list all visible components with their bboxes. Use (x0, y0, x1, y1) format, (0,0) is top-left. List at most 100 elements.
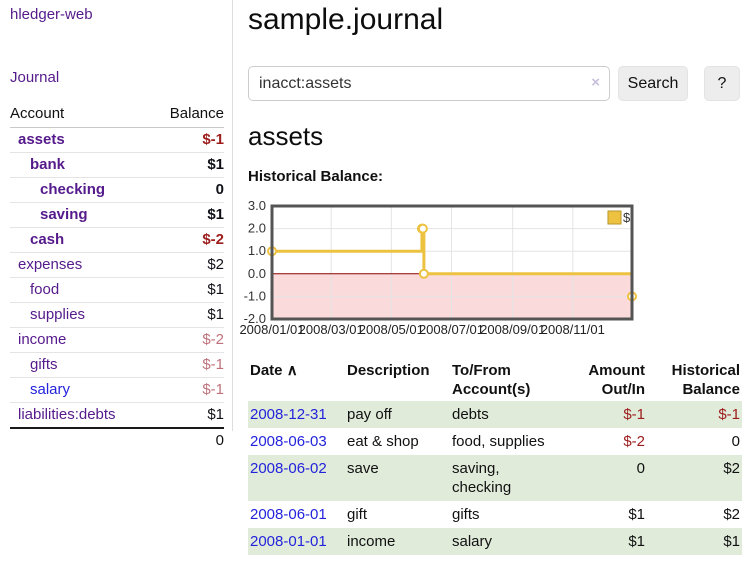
register-date-link[interactable]: 2008-06-01 (250, 506, 327, 523)
register-table: Date ∧ Description To/From Account(s) Am… (248, 359, 742, 555)
register-balance-cell: $2 (723, 460, 740, 477)
sidebar-account-cell: saving (10, 202, 150, 228)
register-col-description: Description (347, 362, 430, 379)
sidebar-account-balance: $-2 (149, 227, 224, 253)
sidebar-account-cell: liabilities:debts (10, 402, 150, 429)
sidebar-account-row: gifts $-1 (10, 352, 224, 378)
sidebar-account-link[interactable]: liabilities:debts (18, 406, 116, 423)
register-col-date[interactable]: Date ∧ (248, 359, 345, 401)
sidebar-account-balance: $1 (149, 402, 224, 429)
sidebar-account-cell: bank (10, 152, 150, 178)
sidebar-account-cell: expenses (10, 252, 150, 278)
sidebar-account-balance: $2 (149, 252, 224, 278)
register-balance-cell: $2 (723, 506, 740, 523)
register-description-cell: eat & shop (347, 433, 419, 450)
register-date-link[interactable]: 2008-06-02 (250, 460, 327, 477)
sidebar-account-balance: $1 (149, 202, 224, 228)
sidebar-account-link[interactable]: checking (40, 181, 106, 198)
sidebar-account-cell: food (10, 277, 150, 303)
sidebar-account-cell: supplies (10, 302, 150, 328)
sidebar-account-cell: assets (10, 127, 150, 153)
sidebar-account-balance: $-1 (149, 352, 224, 378)
register-row: 2008-01-01 income salary $1 $1 (248, 528, 742, 555)
register-balance-cell: $1 (723, 533, 740, 550)
register-balance-cell: 0 (731, 433, 740, 450)
sidebar-item-journal[interactable]: Journal (10, 69, 60, 86)
sidebar-account-row: bank $1 (10, 152, 224, 178)
register-date-link[interactable]: 2008-01-01 (250, 533, 327, 550)
sidebar-account-cell: cash (10, 227, 150, 253)
sidebar-account-link[interactable]: cash (30, 231, 65, 248)
sidebar-account-row: supplies $1 (10, 302, 224, 328)
register-accounts-cell: debts (452, 406, 489, 423)
sidebar-account-balance: 0 (149, 177, 224, 203)
help-button[interactable]: ? (704, 66, 740, 101)
search-input[interactable] (248, 66, 610, 101)
accounts-total-value: 0 (215, 432, 224, 449)
register-balance-cell: $-1 (718, 406, 740, 423)
search-button[interactable]: Search (618, 66, 688, 101)
register-row: 2008-06-03 eat & shop food, supplies $-2… (248, 428, 742, 455)
svg-text:2008/05/01: 2008/05/01 (359, 322, 424, 337)
register-date-link[interactable]: 2008-06-03 (250, 433, 327, 450)
register-col-accounts: To/From Account(s) (450, 359, 560, 401)
register-description-cell: income (347, 533, 396, 550)
register-row: 2008-12-31 pay off debts $-1 $-1 (248, 401, 742, 428)
register-col-balance: Historical Balance (647, 359, 742, 401)
sidebar-account-link[interactable]: assets (18, 131, 65, 148)
svg-text:2008/01/01: 2008/01/01 (239, 322, 304, 337)
sidebar-account-cell: income (10, 327, 150, 353)
register-description-cell: pay off (347, 406, 392, 423)
sidebar-account-link[interactable]: saving (40, 206, 88, 223)
sidebar-account-row: liabilities:debts $1 (10, 402, 224, 429)
register-accounts-cell: gifts (452, 506, 480, 523)
svg-text:-2.0: -2.0 (244, 311, 266, 326)
clear-search-icon[interactable]: × (591, 74, 600, 91)
svg-text:0.0: 0.0 (248, 266, 266, 281)
app-title-link[interactable]: hledger-web (10, 6, 93, 23)
sidebar-account-link[interactable]: salary (30, 381, 71, 398)
main-content: sample.journal × Search ? assets Histori… (239, 0, 742, 555)
register-col-amount-line1: Amount (588, 362, 645, 379)
sidebar-account-row: expenses $2 (10, 252, 224, 278)
search-form: × Search ? (248, 66, 742, 101)
register-col-date-label: Date (250, 362, 283, 379)
sidebar-account-link[interactable]: food (30, 281, 60, 298)
sidebar-account-balance: $1 (149, 277, 224, 303)
sidebar-account-balance: $-1 (149, 377, 224, 403)
svg-text:1.0: 1.0 (248, 243, 266, 258)
sidebar-account-row: food $1 (10, 277, 224, 303)
sidebar-account-balance: $-1 (149, 127, 224, 153)
register-col-balance-line2: Balance (682, 381, 740, 398)
sidebar-account-link[interactable]: gifts (30, 356, 58, 373)
register-description-cell: save (347, 460, 379, 477)
register-col-amount-line2: Out/In (601, 381, 645, 398)
register-col-amount: Amount Out/In (560, 359, 647, 401)
svg-text:2008/09/01: 2008/09/01 (480, 322, 545, 337)
register-amount-cell: $-1 (623, 406, 645, 423)
sidebar-account-row: salary $-1 (10, 377, 224, 403)
sidebar-account-link[interactable]: bank (30, 156, 66, 173)
register-amount-cell: $1 (628, 506, 645, 523)
sidebar-account-link[interactable]: supplies (30, 306, 86, 323)
account-title: assets (248, 121, 324, 151)
sidebar-account-cell: salary (10, 377, 150, 403)
register-amount-cell: $-2 (623, 433, 645, 450)
search-input-wrap: × (248, 66, 610, 101)
register-date-cell: 2008-06-01 (248, 501, 345, 528)
register-accounts-cell: food, supplies (452, 433, 545, 450)
svg-text:3.0: 3.0 (248, 198, 266, 213)
register-amount-cell: $1 (628, 533, 645, 550)
accounts-col-balance: Balance (149, 101, 224, 128)
svg-text:2.0: 2.0 (248, 221, 266, 236)
sidebar-account-balance: $1 (149, 152, 224, 178)
sidebar-account-row: income $-2 (10, 327, 224, 353)
sidebar-account-link[interactable]: income (18, 331, 67, 348)
register-col-accounts-line1: To/From (452, 362, 511, 379)
register-row: 2008-06-02 save saving, checking 0 $2 (248, 455, 742, 501)
sidebar-account-link[interactable]: expenses (18, 256, 83, 273)
svg-text:$: $ (623, 210, 631, 225)
register-description-cell: gift (347, 506, 368, 523)
accounts-table-body: assets $-1 bank $1 checking 0 saving $1 … (10, 127, 224, 453)
register-date-link[interactable]: 2008-12-31 (250, 406, 327, 423)
